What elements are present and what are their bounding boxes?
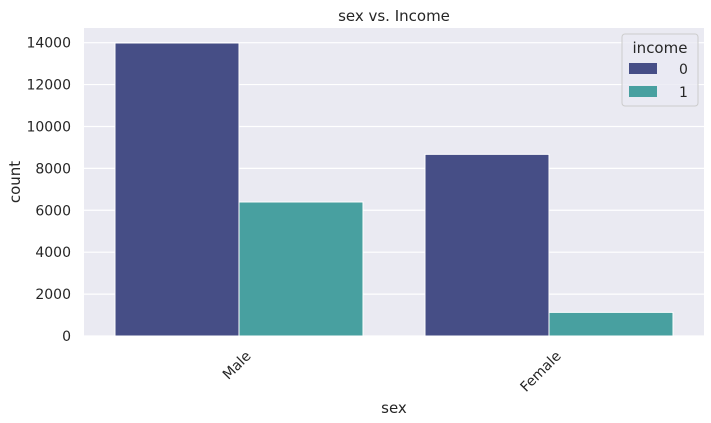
y-tick-label-7: 14000 — [26, 36, 71, 52]
x-tick-label-male: Male — [220, 348, 255, 383]
legend-label-0: 0 — [679, 62, 688, 78]
legend: income 0 1 — [621, 33, 699, 107]
legend-label-1: 1 — [679, 85, 688, 101]
y-tick-label-0: 0 — [62, 329, 71, 345]
legend-swatch-0 — [629, 63, 657, 74]
bar-male-income-1 — [238, 201, 364, 337]
x-tick-label-female: Female — [518, 348, 565, 395]
bars — [114, 42, 674, 337]
chart-title: sex vs. Income — [338, 7, 450, 25]
y-tick-label-6: 12000 — [26, 78, 71, 94]
y-tick-label-1: 2000 — [35, 287, 71, 303]
x-axis-label: sex — [381, 399, 407, 417]
legend-swatch-1 — [629, 86, 657, 97]
legend-title: income — [633, 39, 688, 57]
y-tick-label-4: 8000 — [35, 161, 71, 177]
x-tick-labels: Male Female — [220, 348, 565, 395]
bar-male-income-0 — [114, 42, 240, 337]
y-axis-label: count — [6, 161, 24, 203]
y-tick-label-5: 10000 — [26, 119, 71, 135]
bar-female-income-0 — [424, 153, 550, 337]
y-tick-label-2: 4000 — [35, 245, 71, 261]
bar-female-income-1 — [548, 311, 674, 337]
y-tick-labels: 0 2000 4000 6000 8000 10000 12000 14000 — [26, 36, 71, 345]
y-tick-label-3: 6000 — [35, 203, 71, 219]
